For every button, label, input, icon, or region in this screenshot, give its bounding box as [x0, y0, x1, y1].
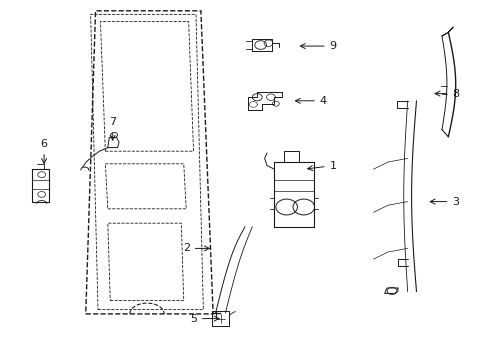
Text: 2: 2 — [183, 243, 209, 253]
Text: 5: 5 — [190, 314, 219, 324]
Text: 6: 6 — [41, 139, 48, 163]
Text: 8: 8 — [435, 89, 459, 99]
Text: 9: 9 — [300, 41, 337, 51]
Text: 1: 1 — [308, 161, 337, 171]
Text: 3: 3 — [430, 197, 459, 207]
Text: 4: 4 — [295, 96, 327, 106]
Text: 7: 7 — [109, 117, 116, 140]
